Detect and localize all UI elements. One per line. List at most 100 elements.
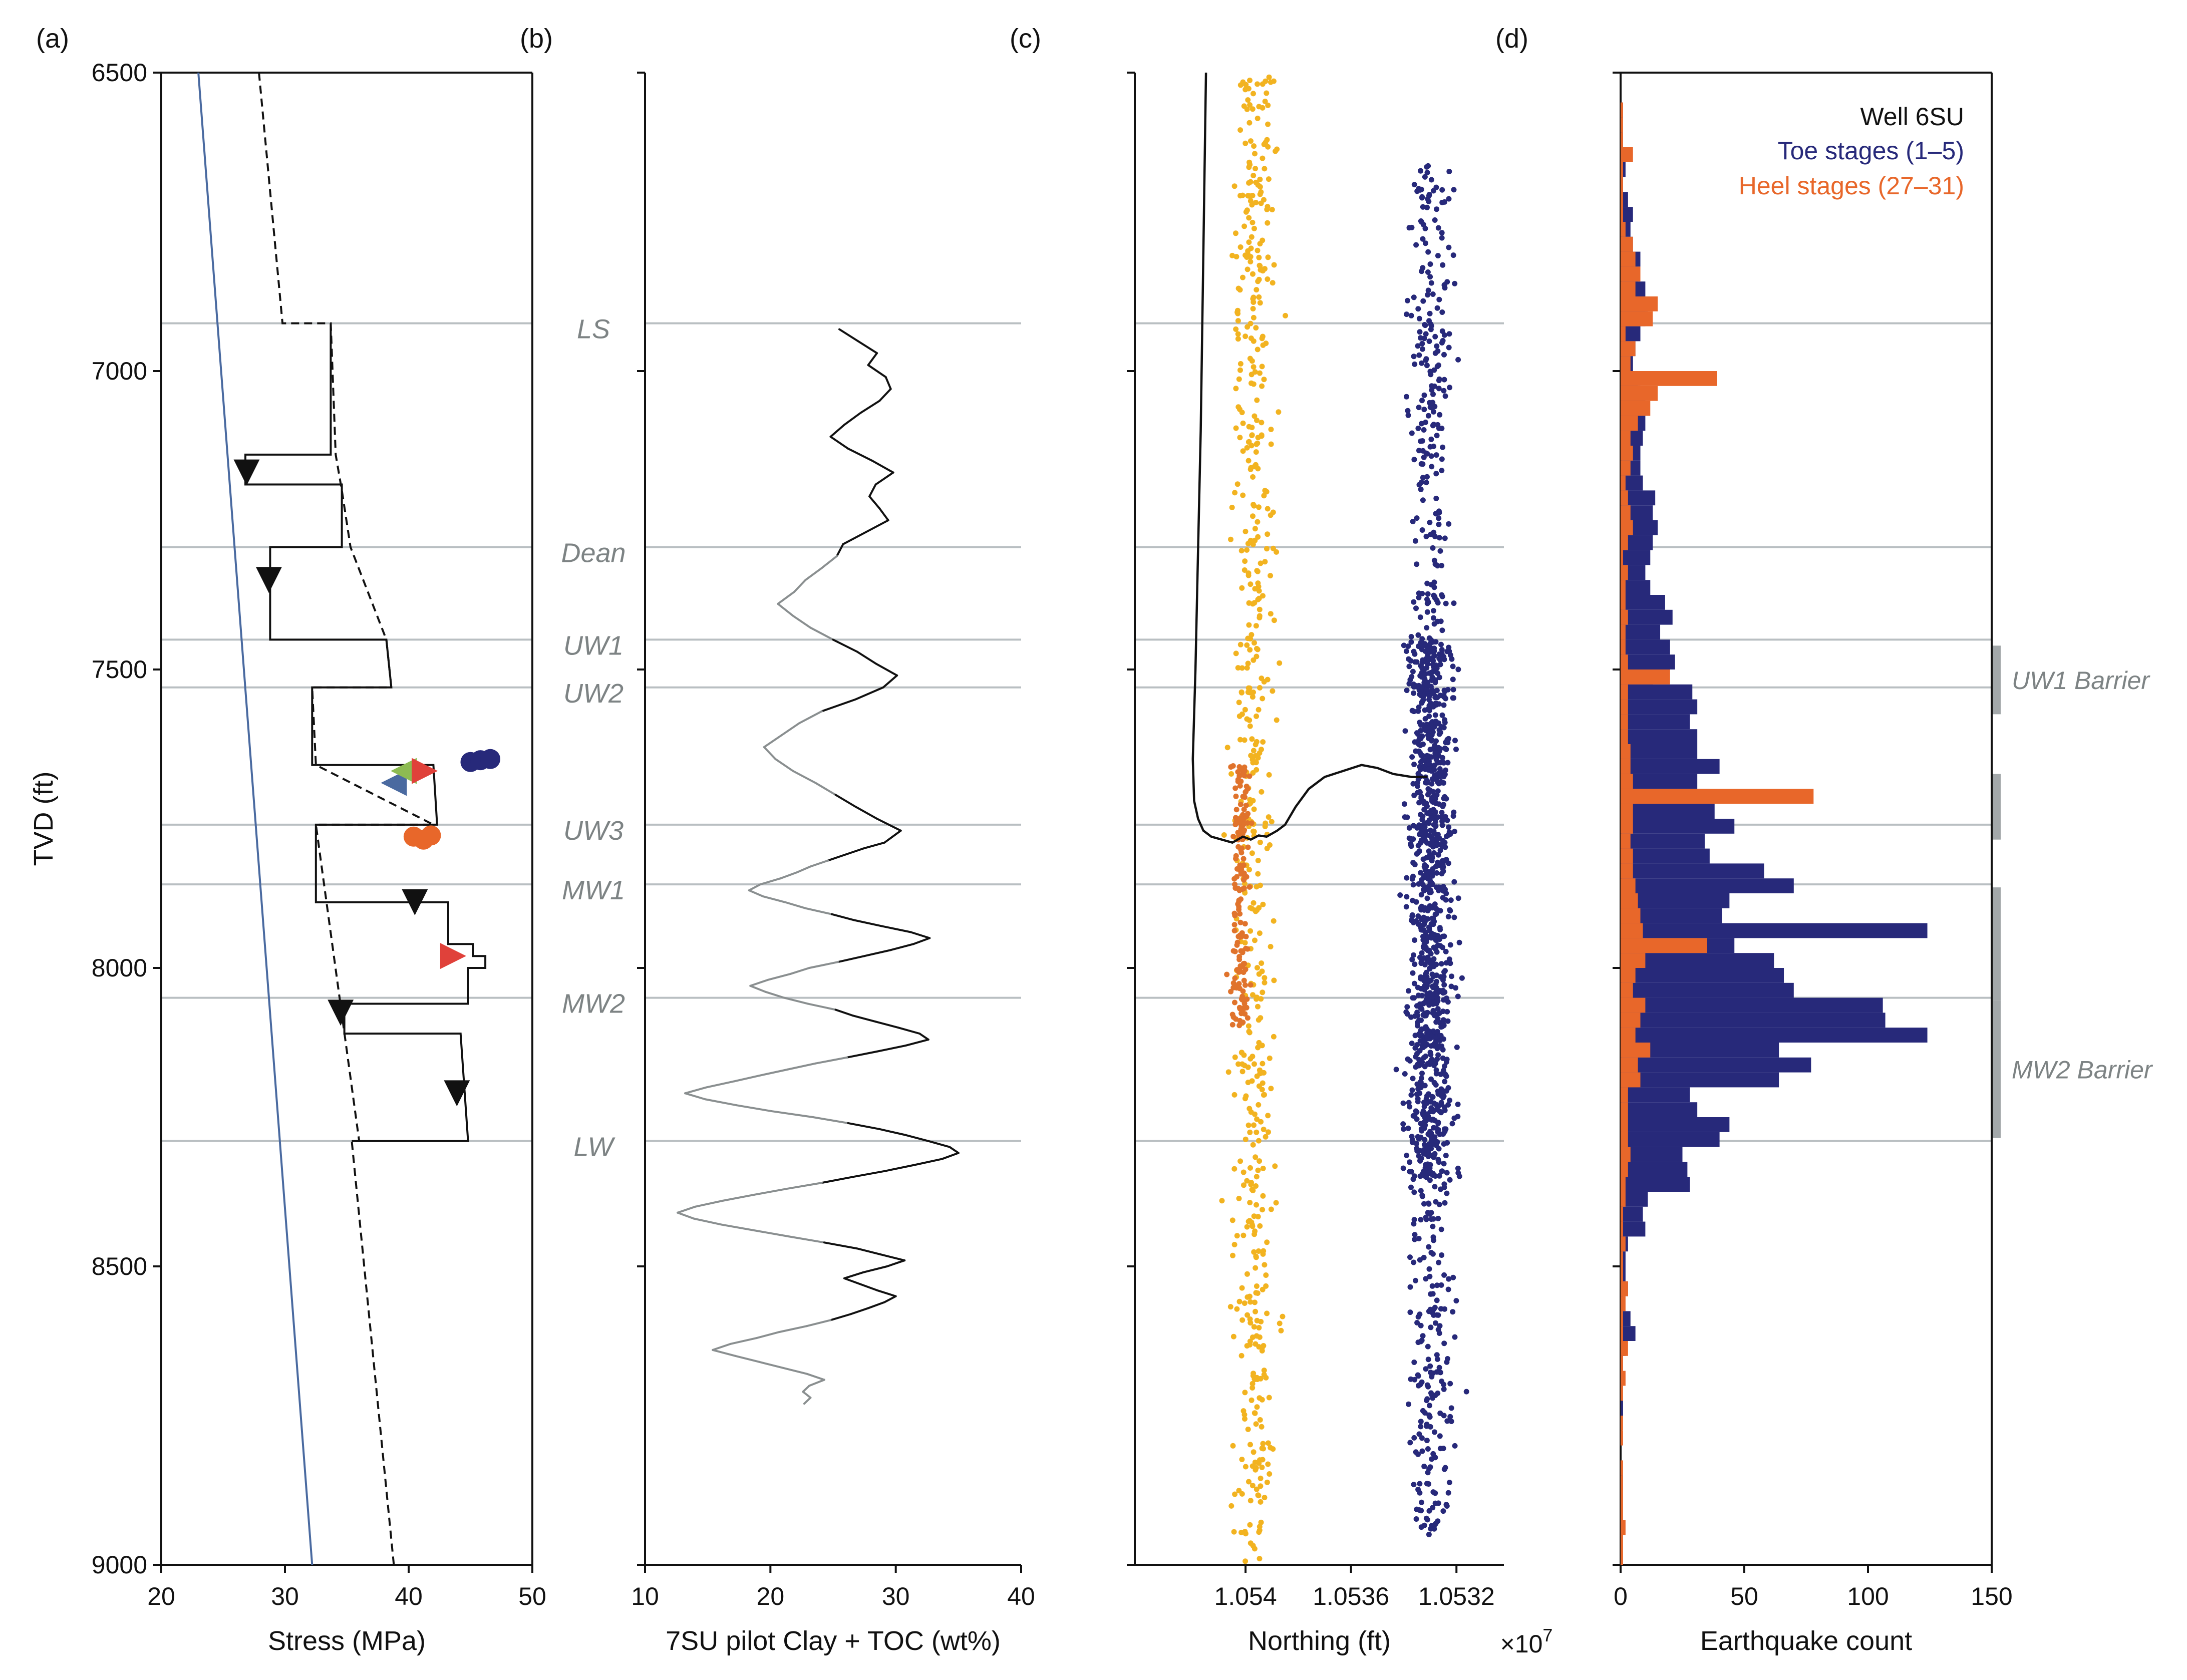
clay-toc-line (814, 1056, 848, 1065)
scatter-point (1445, 1085, 1451, 1091)
scatter-point (1419, 268, 1425, 274)
scatter-point (1438, 1110, 1444, 1116)
scatter-point (1419, 958, 1425, 964)
scatter-point (1451, 914, 1457, 920)
heel-bar (1621, 953, 1646, 968)
heel-bar (1621, 1341, 1628, 1356)
scatter-point (1424, 646, 1430, 652)
scatter-point (1425, 706, 1431, 712)
toe-bar (1621, 759, 1720, 774)
axis-multiplier-exponent: 7 (1542, 1625, 1552, 1645)
scatter-point (1249, 432, 1255, 438)
scatter-point (1415, 632, 1421, 638)
scatter-point (1422, 1043, 1428, 1049)
scatter-point (1241, 1412, 1247, 1418)
x-tick-label: 1.054 (1214, 1582, 1277, 1610)
scatter-point (1242, 333, 1248, 340)
clay-toc-line (854, 806, 878, 820)
heel-bar (1621, 1550, 1623, 1565)
scatter-point (1235, 665, 1241, 671)
scatter-point (1432, 743, 1438, 749)
toe-bar (1621, 982, 1794, 998)
scatter-point (1248, 335, 1254, 341)
scatter-point (1435, 788, 1441, 794)
scatter-point (1233, 1016, 1239, 1022)
scatter-point (1405, 412, 1411, 418)
scatter-point (1232, 948, 1238, 954)
scatter-point (1450, 687, 1456, 693)
heel-bar (1621, 714, 1628, 730)
scatter-point (1271, 977, 1277, 983)
clay-toc-line (881, 925, 912, 933)
scatter-point (1256, 1325, 1262, 1330)
scatter-point (1237, 367, 1243, 373)
scatter-point (1406, 656, 1412, 662)
scatter-point (1260, 105, 1266, 111)
scatter-point (1264, 90, 1270, 96)
scatter-point (1414, 1091, 1420, 1097)
heel-bar (1621, 102, 1623, 118)
scatter-point (1420, 475, 1426, 481)
stress-marker (328, 999, 354, 1026)
toe-bar (1621, 1013, 1886, 1028)
stress-line-blue (197, 72, 314, 1565)
scatter-point (1419, 1192, 1425, 1198)
toe-bar (1621, 699, 1698, 715)
scatter-point (1233, 853, 1239, 859)
scatter-point (1257, 606, 1263, 612)
scatter-point (1444, 1418, 1450, 1424)
scatter-point (1239, 665, 1245, 671)
scatter-point (1417, 1158, 1423, 1164)
scatter-point (1438, 1226, 1444, 1232)
scatter-point (1436, 362, 1441, 368)
clay-toc-line (805, 1373, 825, 1381)
scatter-point (1239, 1069, 1245, 1075)
scatter-point (1419, 527, 1425, 533)
scatter-point (1417, 1481, 1423, 1487)
scatter-point (1434, 305, 1440, 311)
scatter-point (1426, 193, 1432, 199)
scatter-point (1239, 711, 1245, 717)
scatter-point (1244, 1224, 1250, 1230)
scatter-point (1416, 594, 1422, 600)
scatter-point (1434, 1356, 1440, 1362)
scatter-point (1424, 753, 1430, 759)
scatter-point (1241, 960, 1247, 966)
scatter-point (1233, 793, 1239, 799)
scatter-point (1426, 992, 1431, 998)
y-tick-label: 8000 (92, 954, 147, 982)
scatter-point (1239, 1457, 1245, 1462)
clay-toc-line (834, 1009, 854, 1017)
scatter-point (1413, 899, 1419, 905)
scatter-point (1257, 370, 1263, 376)
scatter-point (1225, 1069, 1231, 1075)
scatter-point (1410, 882, 1416, 888)
scatter-point (1419, 1448, 1425, 1454)
clay-toc-line (677, 1211, 695, 1220)
scatter-point (1237, 919, 1243, 925)
scatter-point (1416, 352, 1422, 358)
scatter-point (1423, 971, 1429, 977)
scatter-point (1265, 1461, 1271, 1467)
scatter-point (1257, 930, 1263, 936)
scatter-point (1424, 934, 1430, 940)
scatter-point (1430, 973, 1436, 979)
scatter-point (1433, 1320, 1438, 1326)
scatter-point (1265, 102, 1271, 108)
scatter-point (1268, 441, 1274, 447)
scatter-point (1411, 792, 1417, 798)
scatter-point (1406, 681, 1412, 687)
scatter-point (1421, 1173, 1427, 1179)
scatter-point (1415, 306, 1421, 312)
scatter-point (1428, 321, 1434, 327)
scatter-point (1455, 895, 1461, 901)
scatter-point (1233, 807, 1239, 813)
scatter-point (1419, 1499, 1424, 1505)
scatter-point (1255, 115, 1261, 121)
scatter-point (1430, 1171, 1436, 1177)
scatter-point (1254, 441, 1260, 447)
scatter-point (1434, 695, 1440, 701)
scatter-point (1244, 1294, 1251, 1300)
scatter-point (1433, 471, 1439, 477)
scatter-point (1442, 1128, 1448, 1134)
